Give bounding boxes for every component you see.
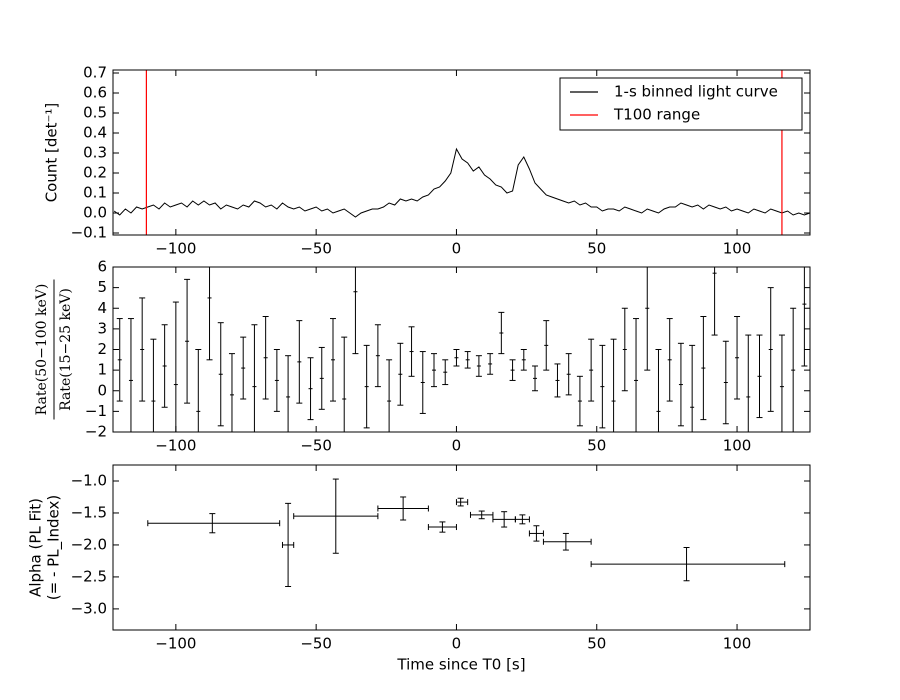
- x-tick-label: 0: [452, 240, 462, 258]
- y-tick-label: −1.0: [71, 471, 107, 489]
- x-tick-label: −100: [155, 240, 196, 258]
- x-tick-label: 100: [723, 240, 752, 258]
- y-tick-label: 0.6: [83, 84, 107, 102]
- x-tick-label: 50: [587, 635, 606, 653]
- y-tick-label: 0.5: [83, 104, 107, 122]
- y-axis-label: Alpha (PL Fit): [27, 498, 45, 597]
- x-tick-label: −50: [300, 240, 332, 258]
- y-tick-label: −3.0: [71, 599, 107, 617]
- y-axis-label: (= - PL_Index): [45, 495, 64, 600]
- y-tick-label: −1: [85, 402, 107, 420]
- x-tick-label: 100: [723, 635, 752, 653]
- x-tick-label: 100: [723, 437, 752, 455]
- y-tick-label: −2.5: [71, 567, 107, 585]
- y-tick-label: 3: [97, 319, 107, 337]
- x-tick-label: −50: [300, 437, 332, 455]
- y-axis-label: Count [det⁻¹]: [43, 103, 61, 203]
- x-tick-label: −50: [300, 635, 332, 653]
- y-axis-label-numerator: Rate(50−100 keV): [34, 284, 50, 416]
- x-axis-label: Time since T0 [s]: [396, 656, 525, 674]
- y-tick-label: 0.1: [83, 184, 107, 202]
- plot-area: [116, 267, 808, 432]
- legend-label: T100 range: [613, 106, 700, 124]
- y-tick-label: 5: [97, 278, 107, 296]
- x-tick-label: −100: [155, 437, 196, 455]
- y-tick-label: −1.5: [71, 503, 107, 521]
- y-tick-label: 0.3: [83, 144, 107, 162]
- x-tick-label: 50: [587, 437, 606, 455]
- axes-frame: [112, 266, 811, 433]
- legend-box: [559, 77, 803, 131]
- axes-frame: [112, 464, 811, 631]
- y-tick-label: 4: [97, 299, 107, 317]
- y-tick-label: 0: [97, 381, 107, 399]
- y-tick-label: 0.4: [83, 124, 107, 142]
- y-tick-label: 0.7: [83, 64, 107, 82]
- y-tick-label: 1: [97, 361, 107, 379]
- y-tick-label: −2.0: [71, 535, 107, 553]
- y-tick-label: 0.2: [83, 164, 107, 182]
- y-tick-label: −2: [85, 423, 107, 441]
- axes-frame: [112, 69, 811, 236]
- legend-label: 1-s binned light curve: [614, 83, 778, 101]
- plot-area: [147, 478, 786, 588]
- x-tick-label: 50: [587, 240, 606, 258]
- y-tick-label: −0.1: [71, 224, 107, 242]
- y-axis-label-denominator: Rate(15−25 keV): [58, 288, 74, 411]
- x-tick-label: −100: [155, 635, 196, 653]
- x-tick-label: 0: [452, 635, 462, 653]
- y-tick-label: 0.0: [83, 204, 107, 222]
- x-tick-label: 0: [452, 437, 462, 455]
- y-tick-label: 6: [97, 258, 107, 276]
- light-curve: [113, 147, 810, 218]
- y-tick-label: 2: [97, 340, 107, 358]
